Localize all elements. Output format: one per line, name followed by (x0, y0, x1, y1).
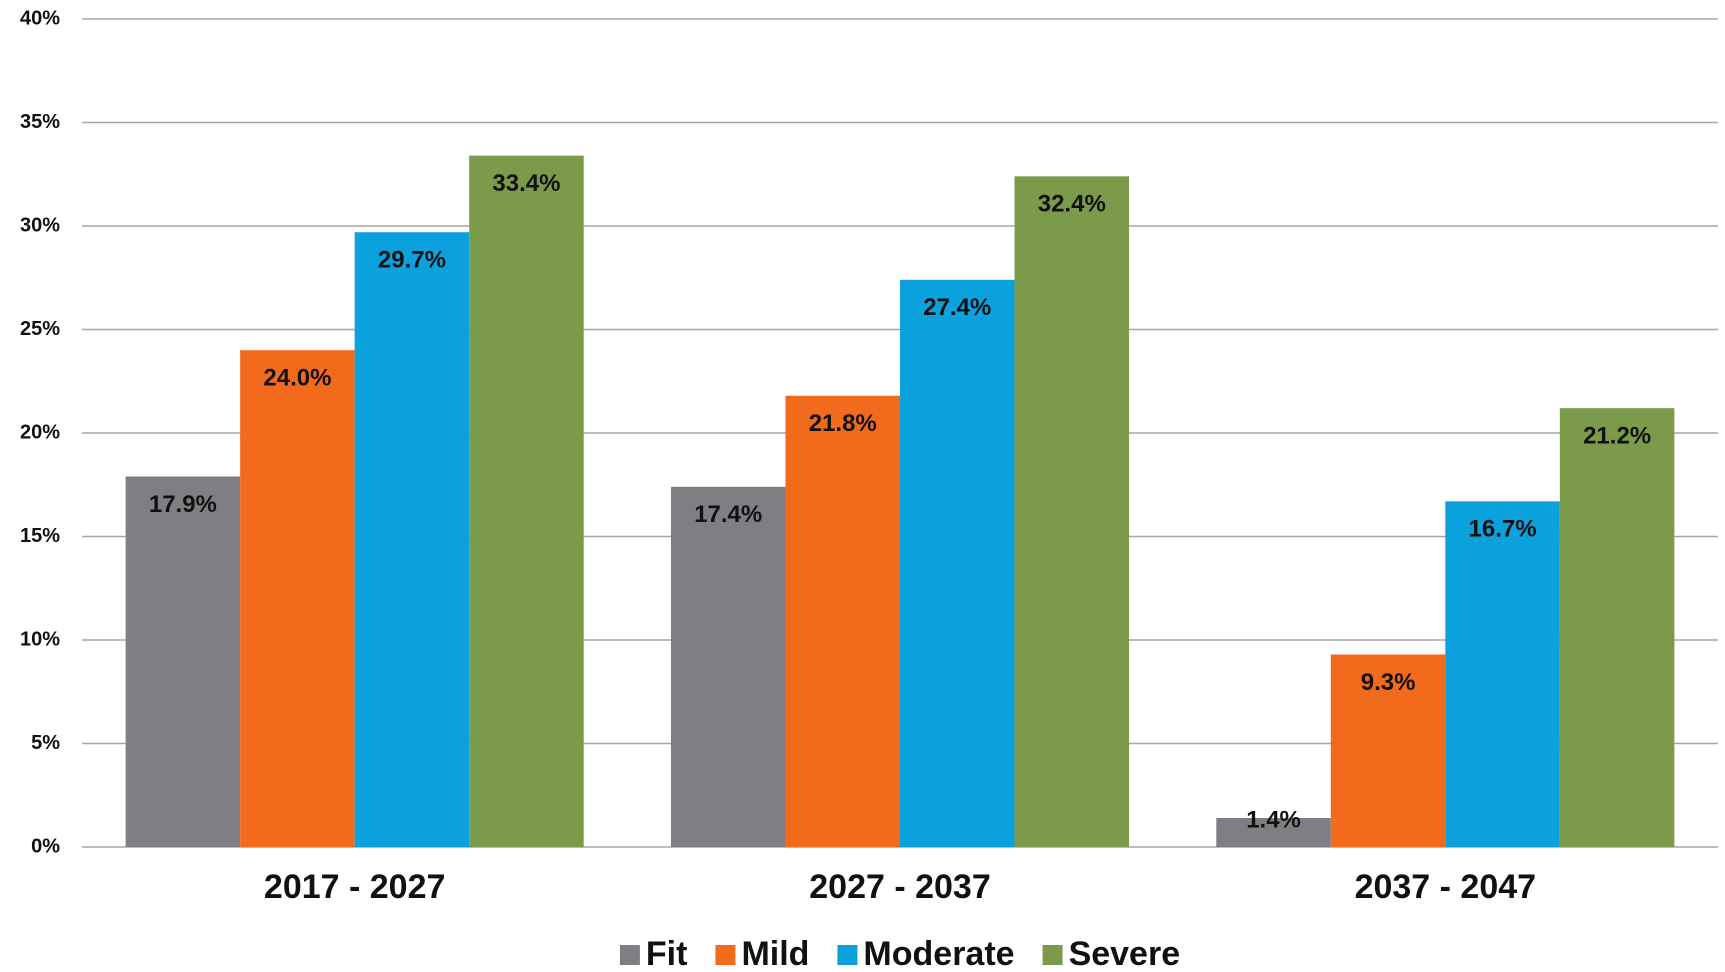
legend-label: Severe (1069, 935, 1181, 972)
bar (354, 232, 470, 847)
y-tick-label: 40% (20, 7, 60, 29)
y-tick-label: 30% (20, 214, 60, 236)
data-label: 17.9% (149, 491, 217, 518)
y-tick-label: 0% (31, 835, 60, 857)
data-label: 17.4% (694, 501, 762, 528)
y-tick-label: 10% (20, 628, 60, 650)
bar (1559, 408, 1675, 847)
legend-swatch (837, 945, 858, 965)
y-tick-label: 15% (20, 525, 60, 547)
legend-label: Fit (646, 935, 688, 972)
data-label: 32.4% (1038, 191, 1106, 218)
data-label: 24.0% (263, 365, 331, 392)
bar (1014, 176, 1130, 847)
legend-swatch (619, 945, 640, 965)
data-label: 21.2% (1583, 423, 1651, 450)
data-label: 29.7% (378, 247, 446, 274)
x-tick-label: 2037 - 2047 (1355, 868, 1537, 906)
y-tick-label: 20% (20, 421, 60, 443)
bar (125, 476, 241, 847)
data-label: 16.7% (1469, 516, 1537, 543)
bar (1216, 818, 1331, 847)
y-tick-label: 25% (20, 318, 60, 340)
x-tick-label: 2027 - 2037 (809, 868, 991, 906)
legend-label: Mild (741, 935, 809, 972)
bar (900, 279, 1015, 847)
legend-swatch (715, 945, 736, 965)
bar (670, 486, 786, 847)
bar (469, 155, 584, 847)
bar (240, 350, 355, 847)
bar (1330, 654, 1446, 847)
y-tick-label: 5% (31, 732, 60, 754)
data-label: 1.4% (1246, 806, 1301, 833)
x-tick-label: 2017 - 2027 (264, 868, 446, 906)
data-label: 33.4% (492, 170, 560, 197)
legend-swatch (1042, 945, 1063, 965)
bar (785, 395, 900, 847)
legend-label: Moderate (863, 935, 1014, 972)
data-label: 9.3% (1361, 669, 1416, 696)
data-label: 27.4% (923, 294, 991, 321)
y-tick-label: 35% (20, 111, 60, 133)
data-label: 21.8% (809, 410, 877, 437)
bar (1445, 501, 1560, 847)
